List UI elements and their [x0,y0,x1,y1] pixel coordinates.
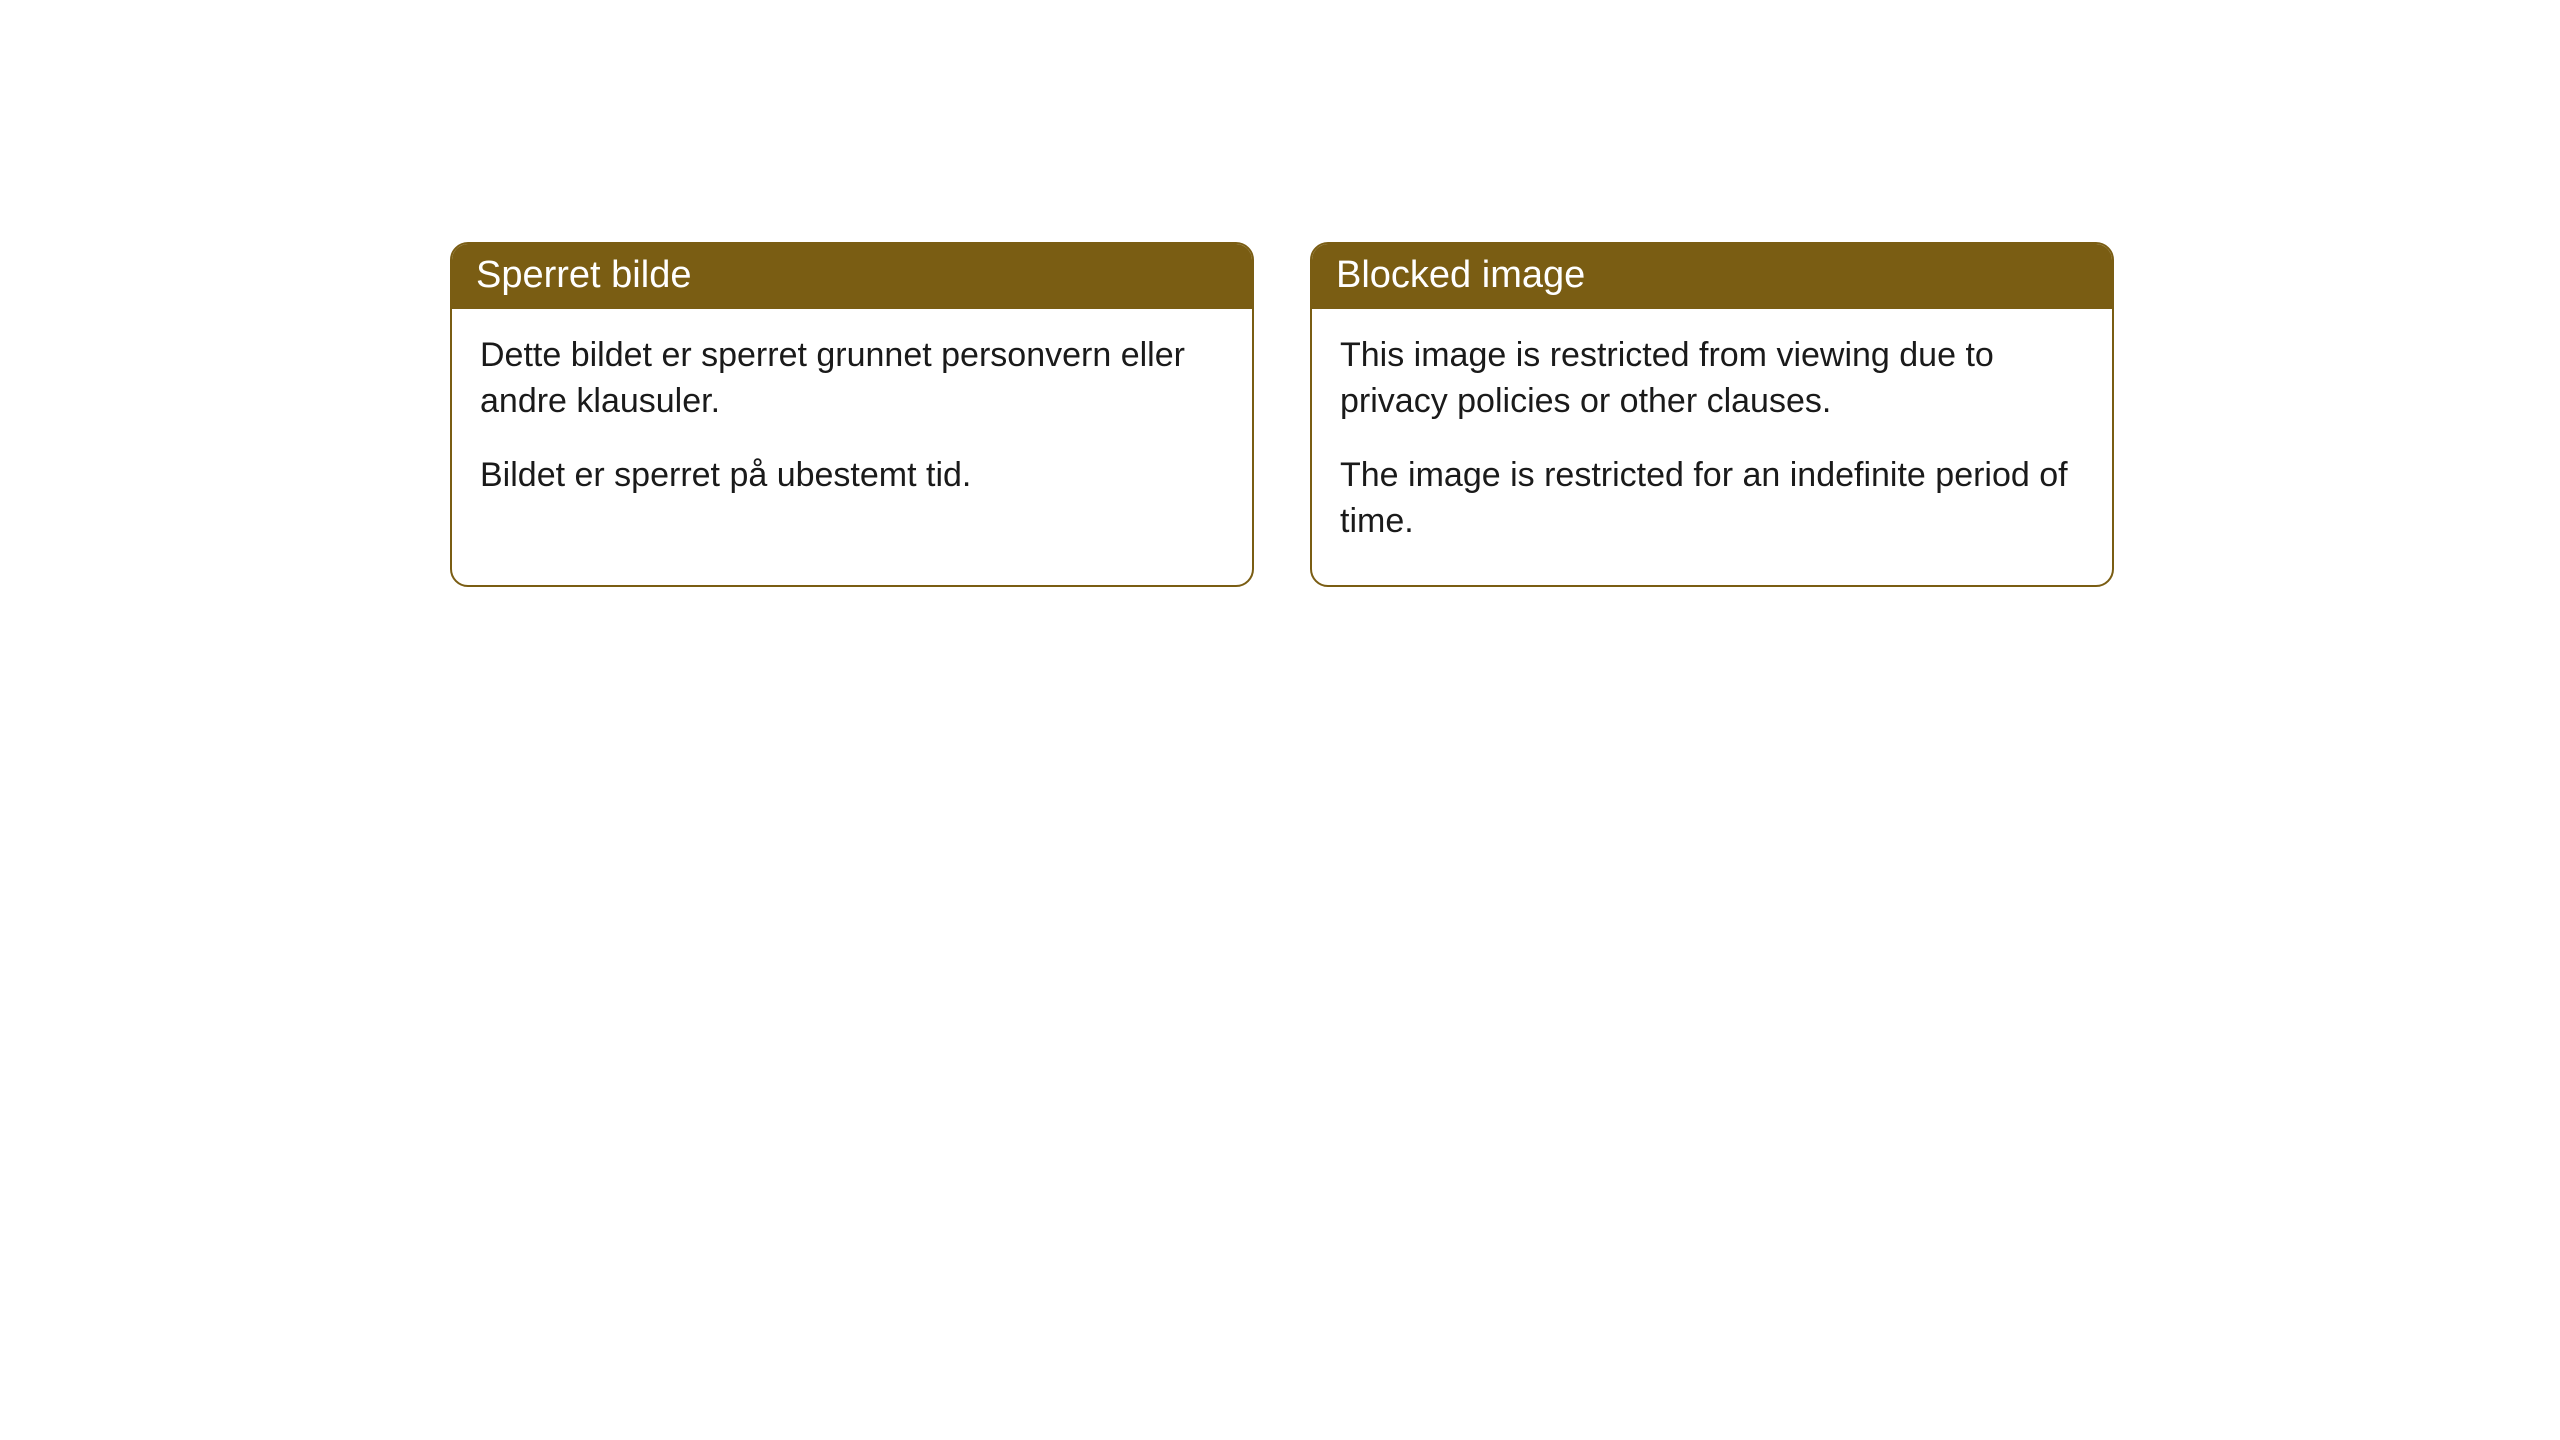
card-body-norwegian: Dette bildet er sperret grunnet personve… [452,309,1252,539]
card-norwegian: Sperret bilde Dette bildet er sperret gr… [450,242,1254,587]
card-title: Sperret bilde [476,254,691,296]
card-paragraph: Dette bildet er sperret grunnet personve… [480,333,1224,425]
card-header-norwegian: Sperret bilde [452,244,1252,309]
cards-container: Sperret bilde Dette bildet er sperret gr… [450,242,2114,587]
card-paragraph: This image is restricted from viewing du… [1340,333,2084,425]
card-paragraph: Bildet er sperret på ubestemt tid. [480,453,1224,499]
card-title: Blocked image [1336,254,1585,296]
card-body-english: This image is restricted from viewing du… [1312,309,2112,585]
card-english: Blocked image This image is restricted f… [1310,242,2114,587]
card-header-english: Blocked image [1312,244,2112,309]
card-paragraph: The image is restricted for an indefinit… [1340,453,2084,545]
